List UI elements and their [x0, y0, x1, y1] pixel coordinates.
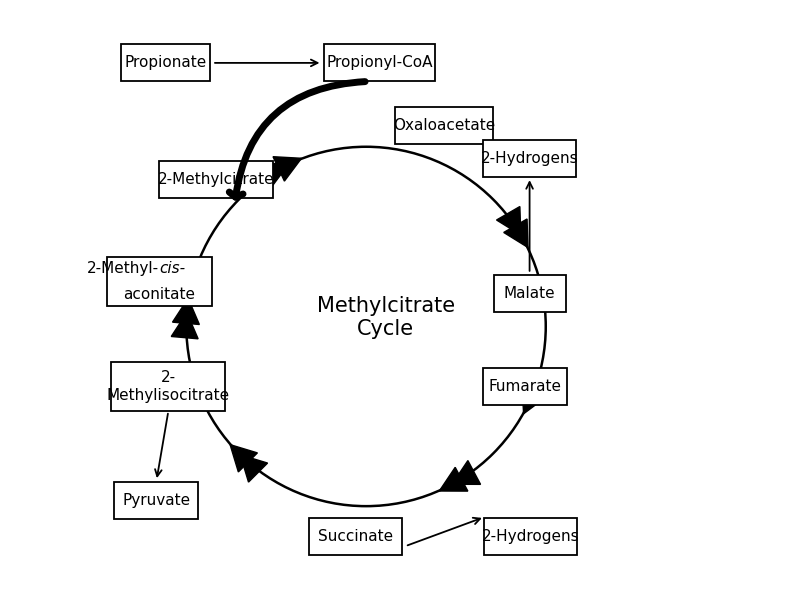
Polygon shape — [273, 157, 302, 181]
Text: Propionate: Propionate — [124, 55, 207, 71]
FancyBboxPatch shape — [310, 518, 402, 555]
Text: Malate: Malate — [504, 286, 555, 301]
FancyBboxPatch shape — [112, 362, 225, 411]
Polygon shape — [172, 298, 200, 325]
Text: 2-Methyl-: 2-Methyl- — [87, 261, 160, 276]
Polygon shape — [504, 219, 528, 247]
Text: Pyruvate: Pyruvate — [122, 492, 191, 508]
Text: 2-Hydrogens: 2-Hydrogens — [480, 151, 579, 167]
Polygon shape — [528, 372, 552, 401]
FancyBboxPatch shape — [494, 275, 566, 312]
FancyBboxPatch shape — [160, 161, 273, 198]
Polygon shape — [240, 455, 267, 482]
FancyBboxPatch shape — [484, 518, 577, 555]
Polygon shape — [452, 461, 480, 485]
FancyBboxPatch shape — [394, 107, 493, 144]
FancyBboxPatch shape — [107, 257, 211, 306]
FancyBboxPatch shape — [483, 140, 576, 177]
Polygon shape — [440, 467, 468, 491]
FancyBboxPatch shape — [121, 44, 210, 81]
Text: 2-
Methylisocitrate: 2- Methylisocitrate — [107, 370, 230, 403]
FancyBboxPatch shape — [483, 368, 567, 405]
Polygon shape — [522, 385, 547, 414]
Polygon shape — [230, 444, 258, 472]
Polygon shape — [496, 207, 521, 235]
FancyBboxPatch shape — [114, 482, 199, 519]
Text: 2-Methylcitrate: 2-Methylcitrate — [158, 172, 275, 187]
Text: cis-: cis- — [160, 261, 185, 276]
Text: Fumarate: Fumarate — [488, 379, 561, 394]
Polygon shape — [260, 163, 289, 187]
FancyBboxPatch shape — [325, 44, 435, 81]
Text: Methylcitrate
Cycle: Methylcitrate Cycle — [317, 296, 455, 339]
Text: Succinate: Succinate — [318, 528, 393, 544]
Polygon shape — [172, 313, 198, 339]
Text: Propionyl-CoA: Propionyl-CoA — [326, 55, 433, 71]
Text: 2-Hydrogens: 2-Hydrogens — [482, 528, 579, 544]
Text: aconitate: aconitate — [124, 287, 196, 302]
Text: Oxaloacetate: Oxaloacetate — [393, 118, 495, 134]
